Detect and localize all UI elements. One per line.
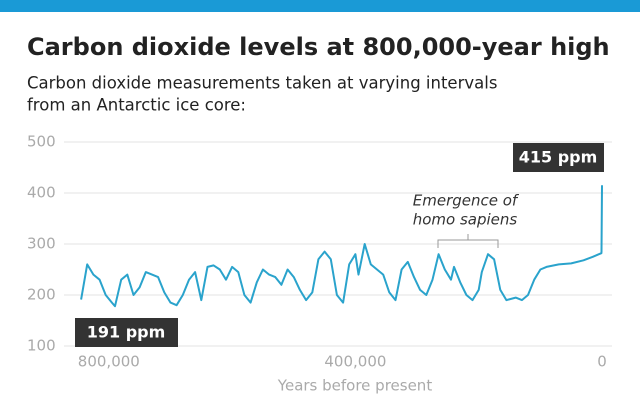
subtitle: from an Antarctic ice core: xyxy=(27,96,246,115)
chart-title: Carbon dioxide levels at 800,000-year hi… xyxy=(27,33,610,61)
y-tick-label: 300 xyxy=(27,235,56,253)
annotation: 415 ppm xyxy=(519,148,598,167)
y-tick-label: 100 xyxy=(27,337,56,355)
annotation-box xyxy=(75,318,178,347)
y-tick-label: 200 xyxy=(27,286,56,304)
x-tick-label: 400,000 xyxy=(324,353,386,371)
x-axis-label: Years before present xyxy=(277,377,433,395)
annotation-box xyxy=(513,143,604,172)
top-bar xyxy=(0,0,640,12)
x-tick-label: 0 xyxy=(597,353,607,371)
annotation: Emergence of xyxy=(413,192,520,210)
y-tick-label: 400 xyxy=(27,184,56,202)
x-tick-label: 800,000 xyxy=(78,353,140,371)
bracket xyxy=(437,234,499,248)
subtitle: Carbon dioxide measurements taken at var… xyxy=(27,74,497,93)
annotation: homo sapiens xyxy=(413,211,518,229)
line xyxy=(80,185,603,308)
annotation: 191 ppm xyxy=(87,323,166,342)
y-tick-label: 500 xyxy=(27,133,56,151)
